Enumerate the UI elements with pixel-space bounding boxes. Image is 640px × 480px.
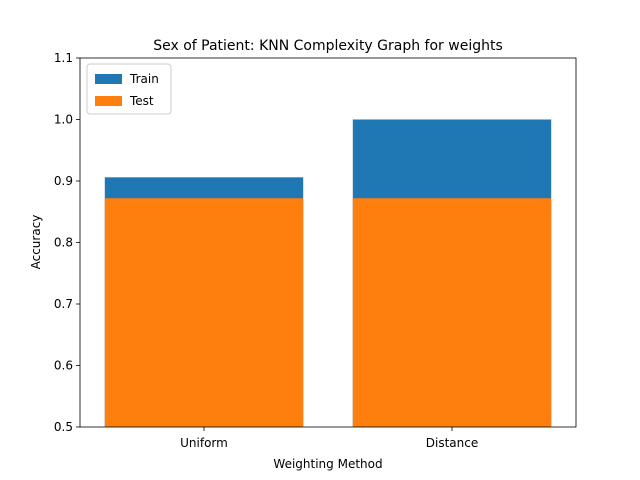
chart-title: Sex of Patient: KNN Complexity Graph for… [153, 38, 503, 54]
y-tick-label: 0.5 [54, 420, 73, 434]
y-tick-label: 0.9 [54, 174, 73, 188]
y-tick-label: 1.0 [54, 113, 73, 127]
y-axis-label: Accuracy [29, 215, 43, 270]
legend-label-test: Test [129, 94, 154, 108]
legend-label-train: Train [129, 72, 159, 86]
bars-group [104, 119, 552, 427]
axes-group: 0.5 0.6 0.7 0.8 0.9 1.0 1.1 Uniform Distance [54, 51, 577, 450]
legend-swatch-train [95, 74, 122, 84]
y-tick-label: 0.6 [54, 359, 73, 373]
y-tick-label: 0.8 [54, 236, 73, 250]
bar-test-uniform [104, 198, 304, 427]
y-tick-label: 1.1 [54, 51, 73, 65]
x-tick-label-distance: Distance [426, 436, 478, 450]
bar-test-distance [352, 198, 552, 427]
x-axis-label: Weighting Method [273, 457, 382, 471]
legend: Train Test [86, 63, 172, 115]
y-tick-label: 0.7 [54, 297, 73, 311]
x-tick-label-uniform: Uniform [180, 436, 228, 450]
legend-swatch-test [95, 96, 122, 106]
